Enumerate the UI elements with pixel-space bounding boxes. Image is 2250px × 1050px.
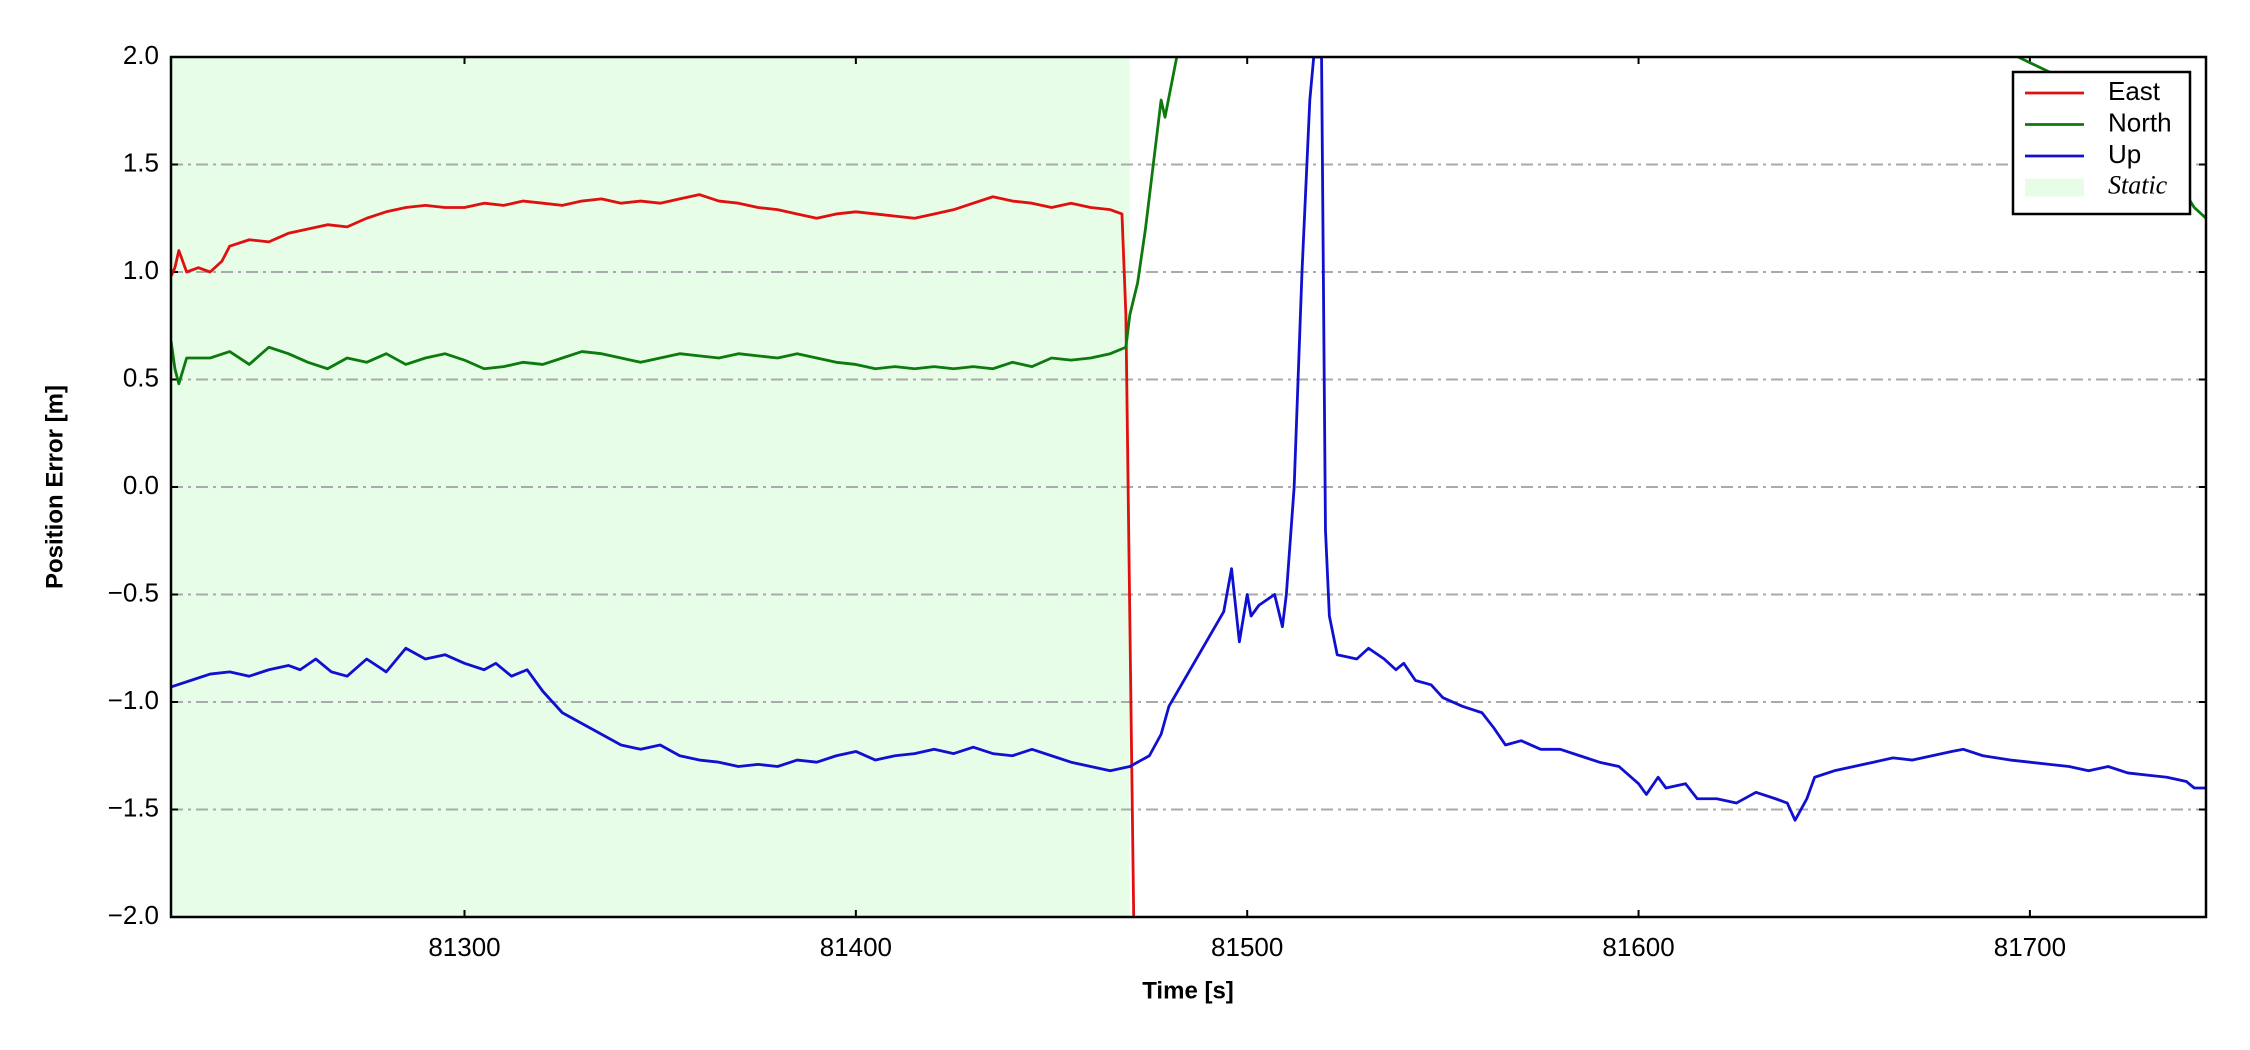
- x-tick-label: 81600: [1602, 932, 1674, 962]
- x-tick-label: 81700: [1994, 932, 2066, 962]
- x-axis-title: Time [s]: [1142, 977, 1234, 1004]
- y-tick-label: −0.5: [108, 577, 159, 607]
- legend-label: Static: [2108, 170, 2168, 199]
- y-tick-label: −1.0: [108, 685, 159, 715]
- y-axis-title: Position Error [m]: [41, 385, 68, 589]
- y-tick-label: 2.0: [123, 40, 159, 70]
- y-tick-label: 0.5: [123, 362, 159, 392]
- series-line: [171, 193, 1136, 917]
- x-tick-label: 81500: [1211, 932, 1283, 962]
- y-tick-label: 1.0: [123, 255, 159, 285]
- legend-label: North: [2108, 107, 2172, 137]
- series-line: [171, 57, 2206, 822]
- legend-swatch: [2025, 178, 2084, 197]
- y-tick-label: −2.0: [108, 900, 159, 930]
- plot-frame: [169, 55, 2208, 919]
- legend-label: Up: [2108, 139, 2141, 169]
- y-tick-label: −1.5: [108, 792, 159, 822]
- legend-label: East: [2108, 76, 2161, 106]
- y-tick-label: 0.0: [123, 470, 159, 500]
- x-tick-label: 81300: [428, 932, 500, 962]
- y-tick-label: 1.5: [123, 147, 159, 177]
- x-tick-label: 81400: [820, 932, 892, 962]
